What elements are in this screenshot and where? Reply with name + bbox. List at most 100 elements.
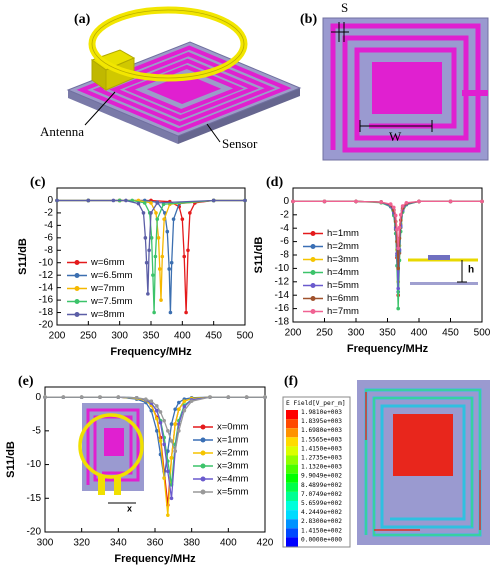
- legend-label: h=5mm: [327, 280, 359, 291]
- colorbar-swatch: [286, 455, 298, 465]
- data-point: [166, 469, 170, 474]
- colorbar-swatch: [286, 519, 298, 529]
- data-point: [155, 429, 159, 433]
- spiral-loop: [109, 58, 259, 120]
- legend-label: x=2mm: [217, 448, 248, 459]
- y-tick-label: -4: [280, 223, 289, 234]
- colorbar-label: 1.4150e+002: [301, 527, 342, 534]
- colorbar-swatch: [286, 510, 298, 520]
- colorbar-label: 2.8300e+002: [301, 518, 342, 525]
- legend-label: x=0mm: [217, 422, 248, 433]
- series-line: [57, 199, 245, 294]
- y-tick-label: -20: [27, 527, 42, 538]
- pointer: [206, 123, 221, 143]
- colorbar-swatch: [286, 464, 298, 474]
- colorbar-swatch: [286, 537, 298, 547]
- x-tick-label: 380: [183, 538, 200, 549]
- y-tick-label: 0: [47, 195, 53, 206]
- colorbar-swatch: [286, 410, 298, 420]
- data-point: [177, 400, 181, 405]
- x-tick-label: 300: [348, 328, 365, 339]
- series-line: [293, 200, 482, 289]
- x-tick-label: 320: [73, 538, 90, 549]
- center-field: [393, 414, 453, 476]
- plot-frame: [56, 187, 246, 326]
- data-point: [184, 310, 188, 315]
- w-label: W: [389, 129, 402, 144]
- data-point: [388, 202, 393, 206]
- y-tick-label: -18: [39, 307, 54, 318]
- colorbar-label: 1.9810e+003: [301, 409, 342, 416]
- data-point: [404, 200, 409, 205]
- y-tick-label: -16: [39, 295, 54, 306]
- y-tick-label: -8: [44, 245, 53, 256]
- legend-marker: [200, 476, 206, 482]
- data-point: [158, 439, 163, 443]
- legend-marker: [74, 260, 80, 265]
- y-tick-label: -18: [275, 317, 290, 328]
- antenna-ring-edge: [91, 9, 245, 79]
- data-point: [398, 213, 403, 217]
- antenna-label: Antenna: [40, 124, 84, 139]
- x-tick-label: 450: [442, 328, 459, 339]
- data-point: [136, 201, 141, 206]
- legend-label: w=7mm: [90, 283, 125, 294]
- y-tick-label: -15: [27, 493, 42, 504]
- colorbar-label: 7.0749e+002: [301, 491, 342, 498]
- colorbar-swatch: [286, 473, 298, 483]
- y-tick-label: -20: [39, 320, 54, 331]
- data-point: [182, 404, 187, 409]
- data-point: [159, 298, 163, 302]
- x-tick-label: 250: [80, 331, 97, 342]
- colorbar-label: 9.9049e+002: [301, 473, 342, 480]
- legend-marker: [74, 312, 80, 317]
- y-tick-label: -10: [27, 459, 42, 470]
- legend-marker: [310, 257, 316, 262]
- data-point: [169, 439, 174, 443]
- colorbar-swatch: [286, 501, 298, 511]
- panel-a: [66, 41, 302, 144]
- data-point: [189, 399, 194, 403]
- legend-marker: [310, 244, 316, 249]
- data-point: [160, 254, 165, 259]
- data-point: [141, 211, 146, 215]
- data-point: [291, 199, 295, 204]
- colorbar-label: 0.0000e+000: [301, 536, 342, 543]
- data-point: [396, 266, 401, 271]
- data-point: [166, 513, 170, 517]
- data-point: [243, 198, 247, 203]
- data-point: [152, 310, 156, 315]
- plate-side: [68, 90, 178, 144]
- data-point: [156, 236, 161, 240]
- x-tick-label: 500: [474, 328, 491, 339]
- legend-label: w=8mm: [90, 309, 125, 320]
- legend-label: h=6mm: [327, 293, 359, 304]
- colorbar-swatch: [286, 491, 298, 501]
- data-point: [146, 292, 150, 296]
- annotation: x: [127, 503, 132, 513]
- legend-label: h=3mm: [327, 254, 359, 265]
- center-pad: [372, 62, 442, 114]
- y-tick-label: -16: [275, 303, 290, 314]
- field-spiral: [365, 389, 481, 536]
- y-axis-label: S11/dB: [5, 441, 17, 478]
- series-line: [293, 200, 482, 269]
- data-point: [211, 198, 216, 203]
- field-plot: [357, 380, 490, 545]
- stub: [462, 90, 488, 96]
- colorbar-label: 1.5565e+003: [301, 436, 342, 443]
- legend-marker: [310, 270, 316, 275]
- y-axis-label: S11/dB: [17, 238, 29, 275]
- colorbar-label: 1.2735e+003: [301, 455, 342, 462]
- y-tick-label: -8: [280, 250, 289, 261]
- legend-marker: [74, 299, 80, 304]
- data-point: [180, 217, 185, 221]
- data-point: [155, 217, 160, 221]
- series-line: [293, 200, 482, 309]
- legend-marker: [74, 273, 80, 278]
- legend-label: h=4mm: [327, 267, 359, 278]
- y-tick-label: -6: [280, 236, 289, 247]
- plate-side: [178, 88, 300, 144]
- x-tick-label: 200: [49, 331, 66, 342]
